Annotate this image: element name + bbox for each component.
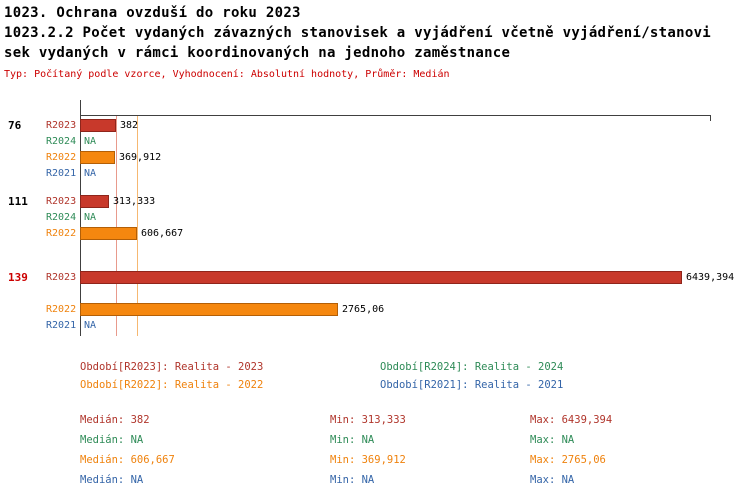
na-label: NA (84, 212, 97, 223)
report-title-line2: 1023.2.2 Počet vydaných závazných stanov… (4, 25, 712, 41)
series-label: R2023 (46, 272, 77, 283)
median-line-r2023 (116, 116, 117, 336)
series-label: R2024 (46, 136, 77, 147)
x-axis-line (80, 115, 710, 116)
bar (80, 227, 137, 240)
bar-value-label: 369,912 (119, 152, 162, 163)
stat-median-r2021: Medián: NA (80, 474, 144, 486)
legend-item-r2021: Období[R2021]: Realita - 2021 (380, 379, 564, 391)
axis-tick-right (710, 115, 711, 121)
stat-max-r2024: Max: NA (530, 434, 575, 446)
axis-tick-left (80, 100, 81, 115)
group-label: 76 (8, 119, 22, 132)
legend-item-r2022: Období[R2022]: Realita - 2022 (80, 379, 264, 391)
stat-min-r2022: Min: 369,912 (330, 454, 406, 466)
bar-value-label: 606,667 (141, 228, 184, 239)
stat-max-r2021: Max: NA (530, 474, 575, 486)
na-label: NA (84, 168, 97, 179)
series-label: R2021 (46, 168, 77, 179)
bar (80, 151, 115, 164)
report-title-line3: sek vydaných v rámci koordinovaných na j… (4, 45, 511, 61)
series-label: R2022 (46, 304, 77, 315)
median-line-r2022 (137, 116, 138, 336)
stat-median-r2024: Medián: NA (80, 434, 144, 446)
stat-median-r2023: Medián: 382 (80, 414, 150, 426)
stat-min-r2021: Min: NA (330, 474, 375, 486)
na-label: NA (84, 136, 97, 147)
y-axis-line (80, 115, 81, 336)
bar-value-label: 6439,394 (686, 272, 735, 283)
bar (80, 195, 109, 208)
bar (80, 271, 682, 284)
stat-max-r2023: Max: 6439,394 (530, 414, 613, 426)
report-header: 1023. Ochrana ovzduší do roku 2023 1023.… (4, 3, 711, 82)
legend-item-r2023: Období[R2023]: Realita - 2023 (80, 361, 264, 373)
series-label: R2024 (46, 212, 77, 223)
stat-median-r2022: Medián: 606,667 (80, 454, 175, 466)
report-title-line1: 1023. Ochrana ovzduší do roku 2023 (4, 5, 301, 21)
report-subtitle: Typ: Počítaný podle vzorce, Vyhodnocení:… (4, 69, 450, 80)
stat-min-r2024: Min: NA (330, 434, 375, 446)
series-label: R2022 (46, 152, 77, 163)
bar-value-label: 382 (120, 120, 139, 131)
na-label: NA (84, 320, 97, 331)
stat-min-r2023: Min: 313,333 (330, 414, 406, 426)
bar-value-label: 2765,06 (342, 304, 385, 315)
legend-item-r2024: Období[R2024]: Realita - 2024 (380, 361, 564, 373)
series-label: R2023 (46, 120, 77, 131)
series-label: R2022 (46, 228, 77, 239)
group-label: 111 (8, 195, 28, 208)
series-label: R2021 (46, 320, 77, 331)
stat-max-r2022: Max: 2765,06 (530, 454, 606, 466)
series-label: R2023 (46, 196, 77, 207)
group-label: 139 (8, 271, 28, 284)
bar-value-label: 313,333 (113, 196, 156, 207)
bar (80, 119, 116, 132)
bar (80, 303, 338, 316)
